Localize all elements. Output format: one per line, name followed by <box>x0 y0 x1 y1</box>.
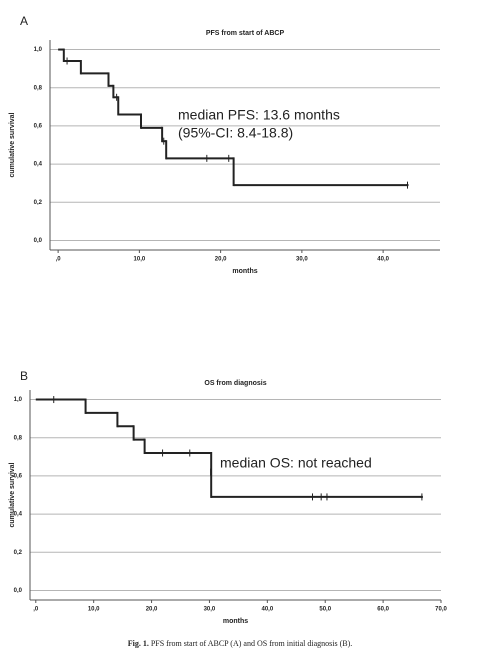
panel-label: B <box>20 369 28 383</box>
x-tick-label: ,0 <box>33 607 39 613</box>
chart-title: PFS from start of ABCP <box>206 30 285 37</box>
x-tick-label: 30,0 <box>204 607 216 613</box>
y-tick-label: 0,2 <box>34 200 43 206</box>
caption-label: Fig. 1. <box>128 639 149 648</box>
x-tick-label: 10,0 <box>88 607 100 613</box>
x-tick-label: 30,0 <box>296 257 308 263</box>
y-tick-label: 0,0 <box>14 588 23 594</box>
y-tick-label: 1,0 <box>14 397 23 403</box>
y-tick-label: 0,0 <box>34 238 43 244</box>
annotation: median PFS: 13.6 months <box>178 107 340 123</box>
x-axis-label: months <box>223 618 248 625</box>
y-tick-label: 0,6 <box>14 473 23 479</box>
y-tick-label: 0,6 <box>34 123 43 129</box>
x-tick-label: 20,0 <box>146 607 158 613</box>
x-axis-label: months <box>232 268 257 275</box>
x-tick-label: 40,0 <box>261 607 273 613</box>
y-axis-label: cumulative survival <box>9 112 16 177</box>
x-tick-label: 10,0 <box>134 257 146 263</box>
x-tick-label: 70,0 <box>435 607 447 613</box>
x-tick-label: ,0 <box>56 257 62 263</box>
annotation: (95%-CI: 8.4-18.8) <box>178 125 293 141</box>
caption: Fig. 1. PFS from start of ABCP (A) and O… <box>128 639 353 648</box>
x-tick-label: 20,0 <box>215 257 227 263</box>
y-tick-label: 0,8 <box>34 85 43 91</box>
y-tick-label: 0,4 <box>14 512 23 518</box>
caption-text: PFS from start of ABCP (A) and OS from i… <box>151 639 352 648</box>
annotation: median OS: not reached <box>220 455 372 471</box>
panel-label: A <box>20 14 28 28</box>
x-tick-label: 50,0 <box>319 607 331 613</box>
y-tick-label: 1,0 <box>34 47 43 53</box>
y-axis-label: cumulative survival <box>9 462 16 527</box>
y-tick-label: 0,4 <box>34 162 43 168</box>
y-tick-label: 0,8 <box>14 435 23 441</box>
chart-title: OS from diagnosis <box>204 380 266 387</box>
x-tick-label: 40,0 <box>377 257 389 263</box>
y-tick-label: 0,2 <box>14 550 23 556</box>
x-tick-label: 60,0 <box>377 607 389 613</box>
